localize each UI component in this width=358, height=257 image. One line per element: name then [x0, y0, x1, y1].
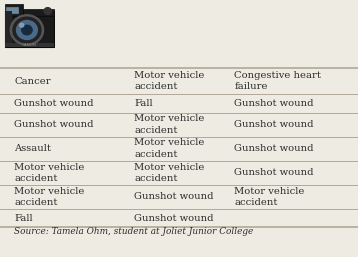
- Text: Motor vehicle
accident: Motor vehicle accident: [14, 187, 85, 207]
- Text: Gunshot wound: Gunshot wound: [14, 120, 94, 129]
- Text: Source: Tamela Ohm, student at Joliet Junior College: Source: Tamela Ohm, student at Joliet Ju…: [14, 227, 253, 236]
- Text: Gunshot wound: Gunshot wound: [234, 120, 314, 129]
- Text: Congestive heart
failure: Congestive heart failure: [234, 71, 321, 91]
- Circle shape: [20, 23, 24, 27]
- FancyBboxPatch shape: [5, 11, 13, 47]
- Text: Gunshot wound: Gunshot wound: [134, 192, 214, 201]
- Circle shape: [22, 25, 32, 35]
- Text: Motor vehicle
accident: Motor vehicle accident: [134, 71, 205, 91]
- Text: Gunshot wound: Gunshot wound: [234, 144, 314, 153]
- Text: Fall: Fall: [134, 99, 153, 108]
- Text: Motor vehicle
accident: Motor vehicle accident: [234, 187, 305, 207]
- Text: Gunshot wound: Gunshot wound: [14, 99, 94, 108]
- Text: Motor vehicle
accident: Motor vehicle accident: [14, 163, 85, 183]
- Text: Motor vehicle
accident: Motor vehicle accident: [134, 139, 205, 159]
- Circle shape: [16, 21, 37, 40]
- FancyBboxPatch shape: [5, 43, 54, 47]
- Text: Gunshot wound: Gunshot wound: [234, 99, 314, 108]
- Circle shape: [13, 17, 41, 43]
- FancyBboxPatch shape: [6, 7, 19, 14]
- Text: Cancer: Cancer: [14, 77, 51, 86]
- Text: Gunshot wound: Gunshot wound: [234, 168, 314, 177]
- Text: Motor vehicle
accident: Motor vehicle accident: [134, 163, 205, 183]
- Text: Fall: Fall: [14, 214, 33, 223]
- Circle shape: [10, 15, 44, 45]
- Circle shape: [44, 8, 51, 14]
- Text: Assault: Assault: [14, 144, 51, 153]
- FancyBboxPatch shape: [5, 11, 54, 47]
- Text: CANON: CANON: [22, 43, 37, 47]
- FancyBboxPatch shape: [5, 4, 23, 16]
- Text: Gunshot wound: Gunshot wound: [134, 214, 214, 223]
- FancyBboxPatch shape: [23, 8, 54, 16]
- Text: Motor vehicle
accident: Motor vehicle accident: [134, 114, 205, 135]
